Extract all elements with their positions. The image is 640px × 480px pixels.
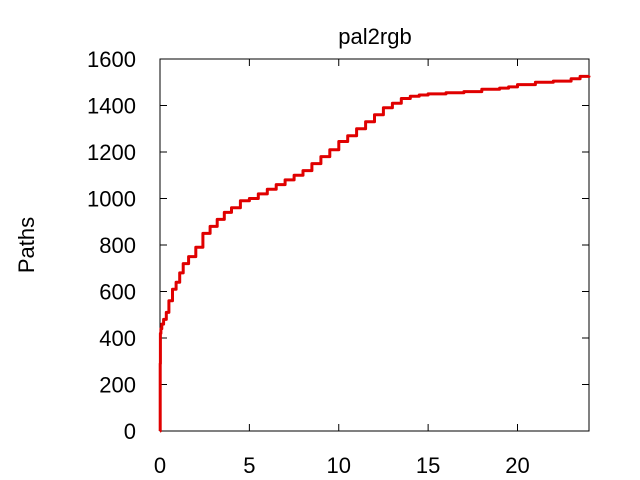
y-tick-label: 1000: [87, 187, 136, 212]
x-tick-label: 10: [327, 453, 351, 478]
x-tick-label: 15: [416, 453, 440, 478]
x-tick-label: 0: [154, 453, 166, 478]
x-axis: 0 5 10 15 20: [154, 59, 530, 478]
y-tick-label: 1400: [87, 94, 136, 119]
y-tick-label: 1600: [87, 47, 136, 72]
y-axis: 0 200 400 600 800 1000 1200 1400 1600: [87, 47, 589, 444]
chart-title: pal2rgb: [338, 24, 411, 49]
series-layer: [158, 74, 591, 433]
series-line: [158, 74, 591, 433]
y-tick-label: 800: [99, 233, 136, 258]
y-tick-label: 400: [99, 326, 136, 351]
x-tick-label: 20: [505, 453, 529, 478]
y-tick-label: 200: [99, 373, 136, 398]
y-tick-label: 0: [124, 419, 136, 444]
y-tick-label: 600: [99, 280, 136, 305]
x-tick-label: 5: [243, 453, 255, 478]
y-axis-label: Paths: [14, 217, 39, 273]
y-tick-label: 1200: [87, 140, 136, 165]
